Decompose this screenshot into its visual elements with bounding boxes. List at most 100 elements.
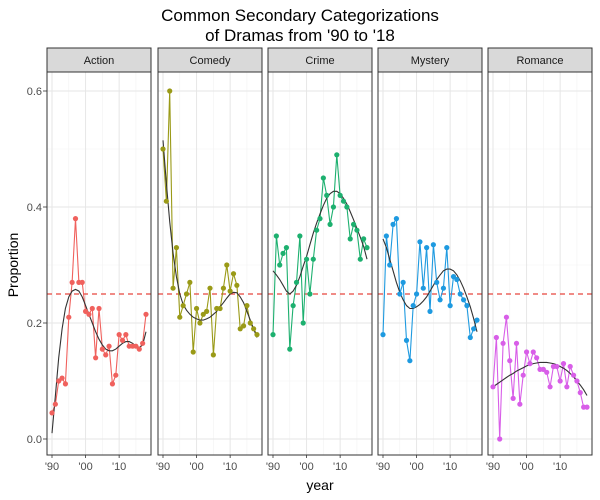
data-point-crime	[347, 236, 353, 242]
x-tick-label: '90	[45, 461, 59, 473]
data-point-action	[96, 305, 102, 312]
data-point-action	[136, 346, 142, 352]
x-tick-label: '10	[553, 461, 567, 473]
data-point-mystery	[454, 276, 460, 283]
data-point-romance	[540, 366, 546, 372]
data-point-crime	[303, 256, 310, 262]
data-point-crime	[354, 227, 360, 233]
x-tick-label: '00	[299, 461, 313, 473]
data-point-mystery	[450, 274, 457, 280]
facet-strip-comedy	[157, 47, 263, 73]
data-point-comedy	[220, 285, 227, 291]
data-point-romance	[544, 369, 550, 375]
data-point-crime	[314, 227, 320, 233]
data-point-action	[99, 346, 105, 352]
data-point-comedy	[204, 308, 210, 314]
panel-border-romance	[487, 71, 593, 456]
panel-border-comedy	[157, 71, 263, 456]
data-point-romance	[554, 363, 560, 370]
data-point-mystery	[424, 245, 430, 251]
data-point-comedy	[183, 291, 190, 297]
chart-title-line-1: Common Secondary Categorizations	[161, 6, 439, 25]
data-point-mystery	[430, 242, 436, 248]
data-point-crime	[273, 233, 279, 239]
data-point-romance	[530, 349, 536, 355]
data-point-crime	[307, 291, 313, 297]
data-point-action	[106, 343, 112, 349]
x-tick-label: '90	[156, 461, 170, 473]
data-point-comedy	[210, 352, 216, 358]
data-point-mystery	[387, 262, 393, 268]
data-point-romance	[520, 372, 526, 378]
data-point-mystery	[460, 297, 467, 303]
facet-label-action: Action	[84, 55, 115, 67]
data-point-mystery	[410, 303, 416, 309]
data-point-comedy	[227, 288, 233, 294]
panel-background-romance	[488, 72, 592, 455]
data-point-comedy	[163, 198, 169, 204]
data-point-romance	[513, 340, 520, 346]
data-point-mystery	[413, 291, 420, 297]
data-point-comedy	[217, 305, 223, 312]
data-point-mystery	[390, 221, 396, 227]
data-point-crime	[283, 245, 290, 251]
y-axis-title: Proportion	[5, 233, 21, 298]
data-point-action	[119, 337, 126, 343]
data-point-mystery	[403, 337, 410, 343]
x-tick-label: '10	[443, 461, 457, 473]
data-point-comedy	[244, 303, 250, 309]
data-point-romance	[574, 378, 580, 384]
data-point-mystery	[393, 216, 400, 222]
data-point-romance	[500, 340, 506, 346]
x-tick-label: '90	[486, 461, 500, 473]
data-point-romance	[497, 436, 503, 442]
data-point-crime	[350, 221, 357, 227]
data-point-mystery	[397, 291, 403, 297]
trend-line-action	[51, 288, 147, 434]
data-point-action	[66, 314, 72, 320]
x-tick-label: '00	[78, 461, 92, 473]
data-point-mystery	[420, 285, 426, 291]
data-point-action	[113, 372, 119, 378]
data-point-crime	[327, 221, 333, 227]
data-point-comedy	[173, 245, 180, 251]
data-point-crime	[293, 279, 300, 285]
data-point-action	[79, 279, 85, 285]
data-point-crime	[364, 245, 370, 251]
x-tick-label: '10	[223, 461, 237, 473]
data-point-romance	[490, 384, 496, 390]
data-point-comedy	[180, 303, 186, 309]
x-tick-label: '00	[409, 461, 423, 473]
x-tick-label: '90	[266, 461, 280, 473]
data-point-mystery	[471, 326, 477, 332]
x-tick-label: '00	[519, 461, 533, 473]
y-tick-label: 0.4	[27, 202, 42, 214]
data-point-romance	[493, 334, 499, 341]
data-point-comedy	[177, 314, 183, 320]
data-point-mystery	[417, 239, 423, 245]
data-point-mystery	[440, 285, 447, 291]
data-point-action	[103, 352, 109, 358]
data-point-comedy	[167, 88, 173, 94]
data-point-action	[82, 308, 89, 314]
x-tick-label: '10	[333, 461, 347, 473]
x-tick-label: '10	[112, 461, 126, 473]
data-point-crime	[344, 204, 350, 210]
data-point-crime	[287, 346, 293, 352]
chart-title-line-2: of Dramas from '90 to '18	[205, 26, 395, 45]
data-point-action	[62, 381, 69, 387]
data-point-action	[49, 410, 55, 416]
data-point-crime	[280, 250, 286, 256]
data-point-crime	[300, 320, 306, 326]
data-point-action	[52, 401, 58, 407]
data-point-romance	[584, 404, 590, 410]
data-point-crime	[324, 192, 330, 198]
data-point-mystery	[474, 317, 480, 323]
panel-background-mystery	[378, 72, 482, 455]
data-point-romance	[567, 363, 573, 370]
data-point-crime	[270, 332, 276, 338]
data-point-mystery	[427, 308, 433, 314]
data-point-mystery	[380, 332, 386, 338]
data-point-crime	[334, 152, 340, 158]
